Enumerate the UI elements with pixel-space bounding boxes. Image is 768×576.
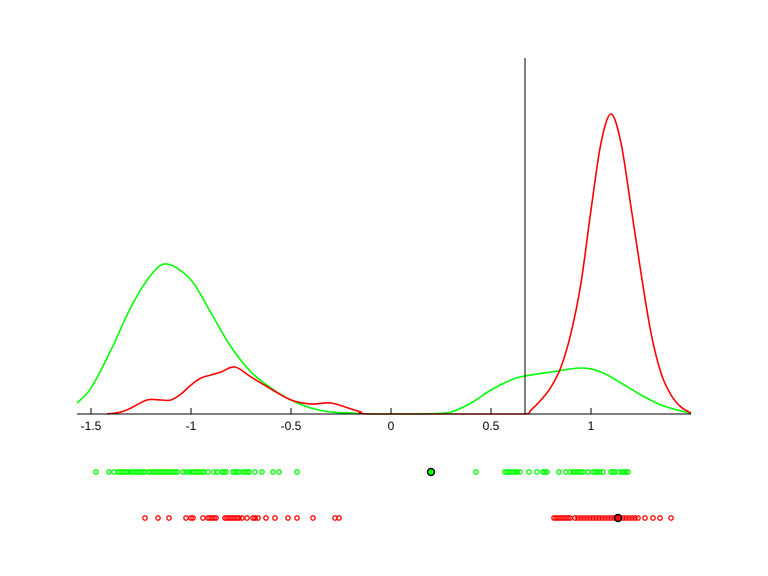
strip-point [610, 469, 616, 475]
strip-point [575, 515, 581, 521]
strip-point [294, 469, 300, 475]
strip-point [632, 515, 638, 521]
strip-point [668, 515, 674, 521]
strip-point [584, 515, 590, 521]
strip-point [526, 469, 532, 475]
strip-point [172, 469, 178, 475]
strip-point [517, 469, 523, 475]
strip-point [252, 469, 258, 475]
strip-point [263, 515, 269, 521]
strip-point [534, 469, 540, 475]
density-curves [76, 113, 692, 415]
strip-mean-marker [426, 467, 436, 477]
strip-point [183, 515, 189, 521]
strip-point [270, 469, 276, 475]
strip-point [590, 515, 596, 521]
strip-point [200, 515, 206, 521]
strip-point [544, 469, 550, 475]
strip-point [642, 515, 648, 521]
strip-point [572, 515, 578, 521]
strip-point [629, 515, 635, 521]
strip-point [183, 469, 189, 475]
strip-point [578, 515, 584, 521]
strip-point [635, 515, 641, 521]
strip-point [578, 469, 584, 475]
strip-point [625, 469, 631, 475]
x-tick-label: 1 [588, 419, 595, 433]
strip-point [166, 515, 172, 521]
strip-point [174, 469, 180, 475]
strip-point [244, 469, 250, 475]
strip-point [336, 515, 342, 521]
strip-point [587, 515, 593, 521]
strip-point [188, 515, 194, 521]
x-tick-label: -1.5 [81, 419, 102, 433]
strip-point [246, 469, 252, 475]
strip-point [605, 515, 611, 521]
strip-point [180, 469, 186, 475]
strip-point [234, 469, 240, 475]
x-tick-label: -1 [186, 419, 197, 433]
strip-point [657, 515, 663, 521]
strip-point [211, 469, 217, 475]
strip-point [190, 515, 196, 521]
strip-point [597, 469, 603, 475]
strip-point [244, 515, 250, 521]
x-tick-label: 0 [388, 419, 395, 433]
x-tick-label: -0.5 [281, 419, 302, 433]
strip-point [623, 469, 629, 475]
strip-point [585, 469, 591, 475]
strip-point [556, 469, 562, 475]
strip-point [593, 515, 599, 521]
strip-point [252, 515, 258, 521]
strip-point [93, 469, 99, 475]
strip-point [581, 515, 587, 521]
strip-point [600, 469, 606, 475]
strip-point [239, 515, 245, 521]
strip-point [473, 469, 479, 475]
strip-point [272, 515, 278, 521]
strip-point [213, 515, 219, 521]
strip-point [285, 515, 291, 521]
strip-point [565, 515, 571, 521]
strip-point [594, 469, 600, 475]
strip-point [608, 515, 614, 521]
strip-mean-marker [613, 513, 623, 523]
data-strips [93, 467, 674, 523]
x-tick-label: 0.5 [483, 419, 500, 433]
strip-point [599, 515, 605, 521]
strip-point [214, 469, 220, 475]
strip-point [542, 469, 548, 475]
strip-point [626, 515, 632, 521]
strip-point [236, 515, 242, 521]
strip-point [602, 515, 608, 521]
strip-point [259, 469, 265, 475]
strip-point [140, 469, 146, 475]
strip-point [211, 515, 217, 521]
strip-point [276, 469, 282, 475]
strip-point [596, 515, 602, 521]
strip-point [205, 469, 211, 475]
density-curve-0 [76, 263, 692, 415]
strip-point [142, 515, 148, 521]
strip-point [514, 469, 520, 475]
strip-point [155, 515, 161, 521]
strip-point [106, 469, 112, 475]
strip-point [221, 469, 227, 475]
strip-point [255, 515, 261, 521]
strip-point [310, 515, 316, 521]
x-ticks: -1.5 -1 -0.5 0 0.5 1 [81, 408, 595, 433]
density-curve-1 [106, 113, 692, 415]
strip-point [223, 469, 229, 475]
strip-point [623, 515, 629, 521]
strip-point [294, 515, 300, 521]
strip-point [650, 515, 656, 521]
strip-point [199, 469, 205, 475]
